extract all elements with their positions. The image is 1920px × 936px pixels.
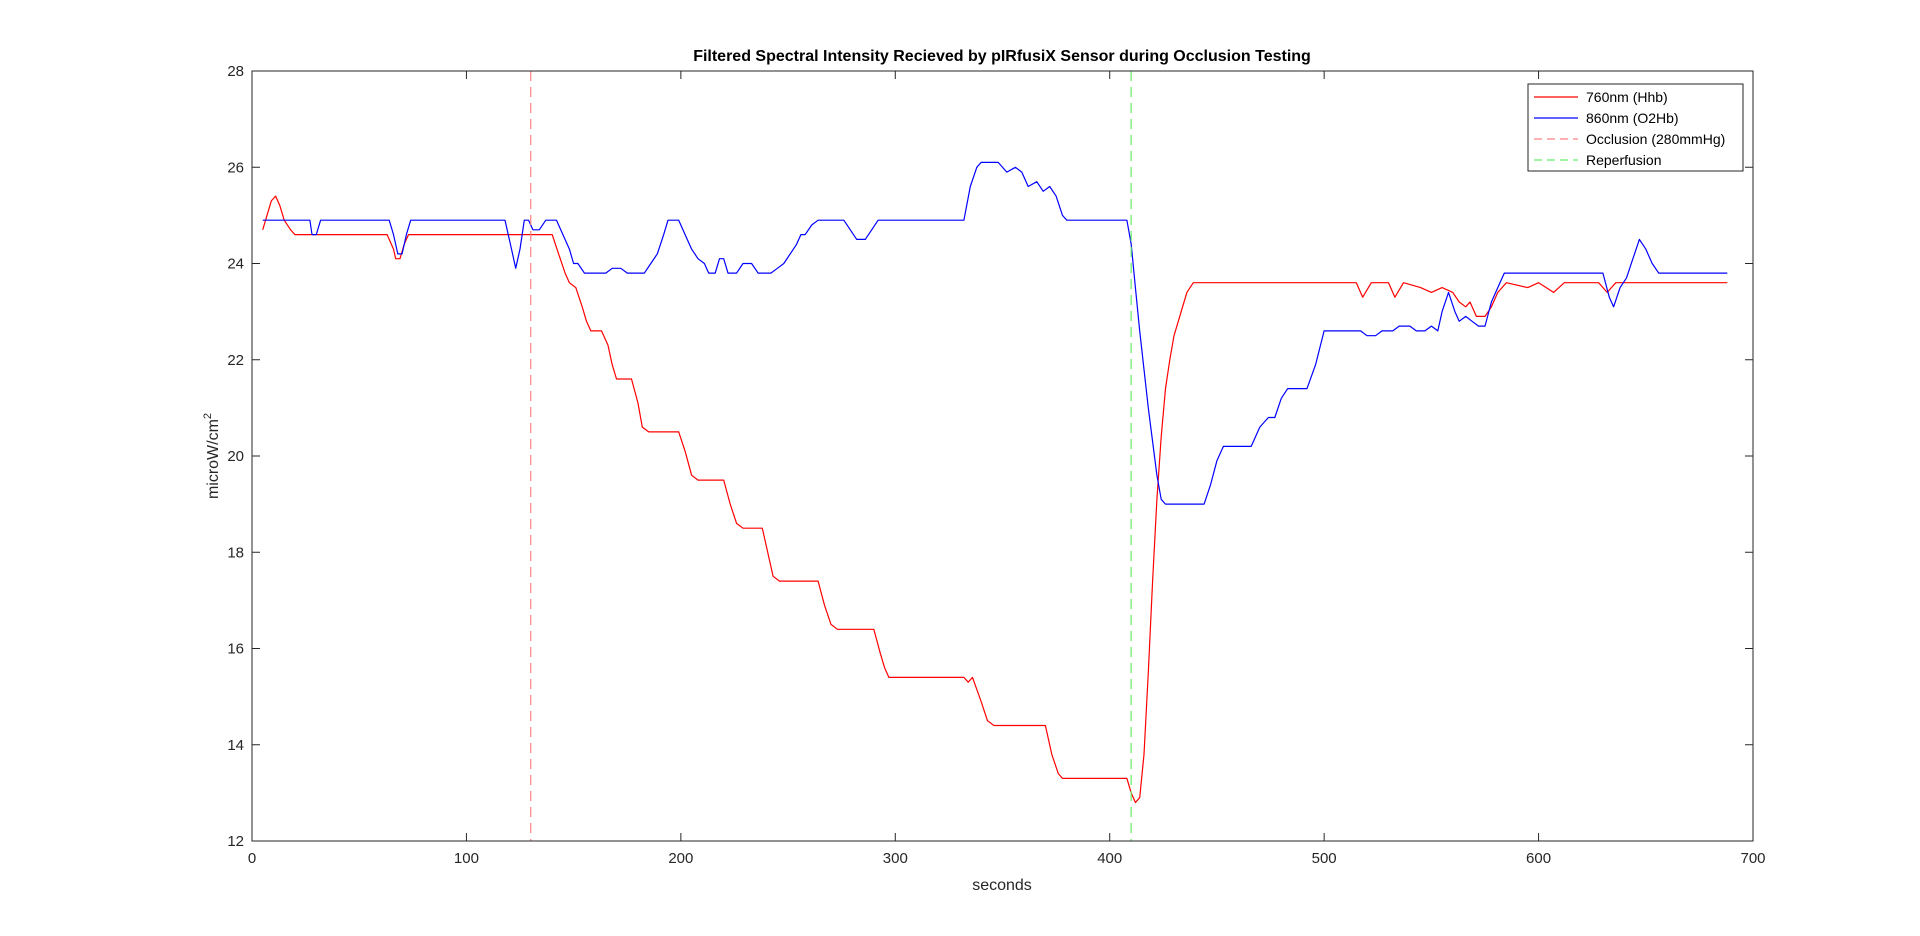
legend-label-reperfusion: Reperfusion bbox=[1586, 152, 1662, 168]
y-axis: 12 14 16 18 20 22 24 26 28 bbox=[227, 63, 1753, 850]
y-axis-label: microW/cm2 bbox=[202, 413, 222, 499]
series-line-760nm-hhb bbox=[262, 195, 1728, 804]
x-tick-label: 700 bbox=[1740, 850, 1765, 867]
x-tick-label: 500 bbox=[1312, 850, 1337, 867]
legend-label-860nm-o2hb: 860nm (O2Hb) bbox=[1586, 110, 1679, 126]
x-axis-label: seconds bbox=[972, 877, 1032, 894]
legend-label-occlusion-280mmhg: Occlusion (280mmHg) bbox=[1586, 131, 1725, 147]
x-axis: 0 100 200 300 400 500 600 700 bbox=[248, 71, 1766, 867]
series-layer bbox=[262, 71, 1728, 841]
y-tick-label: 26 bbox=[227, 159, 244, 176]
y-tick-label: 16 bbox=[227, 641, 244, 658]
y-tick-label: 28 bbox=[227, 63, 244, 80]
y-tick-label: 24 bbox=[227, 256, 244, 273]
chart-title: Filtered Spectral Intensity Recieved by … bbox=[693, 48, 1311, 65]
y-tick-label: 20 bbox=[227, 448, 244, 465]
y-tick-label: 22 bbox=[227, 352, 244, 369]
y-tick-label: 14 bbox=[227, 737, 244, 754]
series-line-860nm-o2hb bbox=[262, 161, 1728, 505]
x-tick-label: 600 bbox=[1526, 850, 1551, 867]
x-tick-label: 100 bbox=[454, 850, 479, 867]
x-tick-label: 400 bbox=[1097, 850, 1122, 867]
legend-box bbox=[1527, 83, 1744, 172]
x-tick-label: 0 bbox=[248, 850, 256, 867]
legend: 760nm (Hhb) 860nm (O2Hb) Occlusion (280mmH… bbox=[1527, 83, 1744, 172]
legend-label-760nm-hhb: 760nm (Hhb) bbox=[1586, 89, 1668, 105]
y-tick-label: 18 bbox=[227, 544, 244, 561]
x-tick-label: 200 bbox=[668, 850, 693, 867]
y-tick-label: 12 bbox=[227, 833, 244, 850]
y-axis-label-base: microW/cm bbox=[205, 419, 222, 499]
x-tick-label: 300 bbox=[883, 850, 908, 867]
y-axis-label-superscript: 2 bbox=[202, 413, 214, 419]
